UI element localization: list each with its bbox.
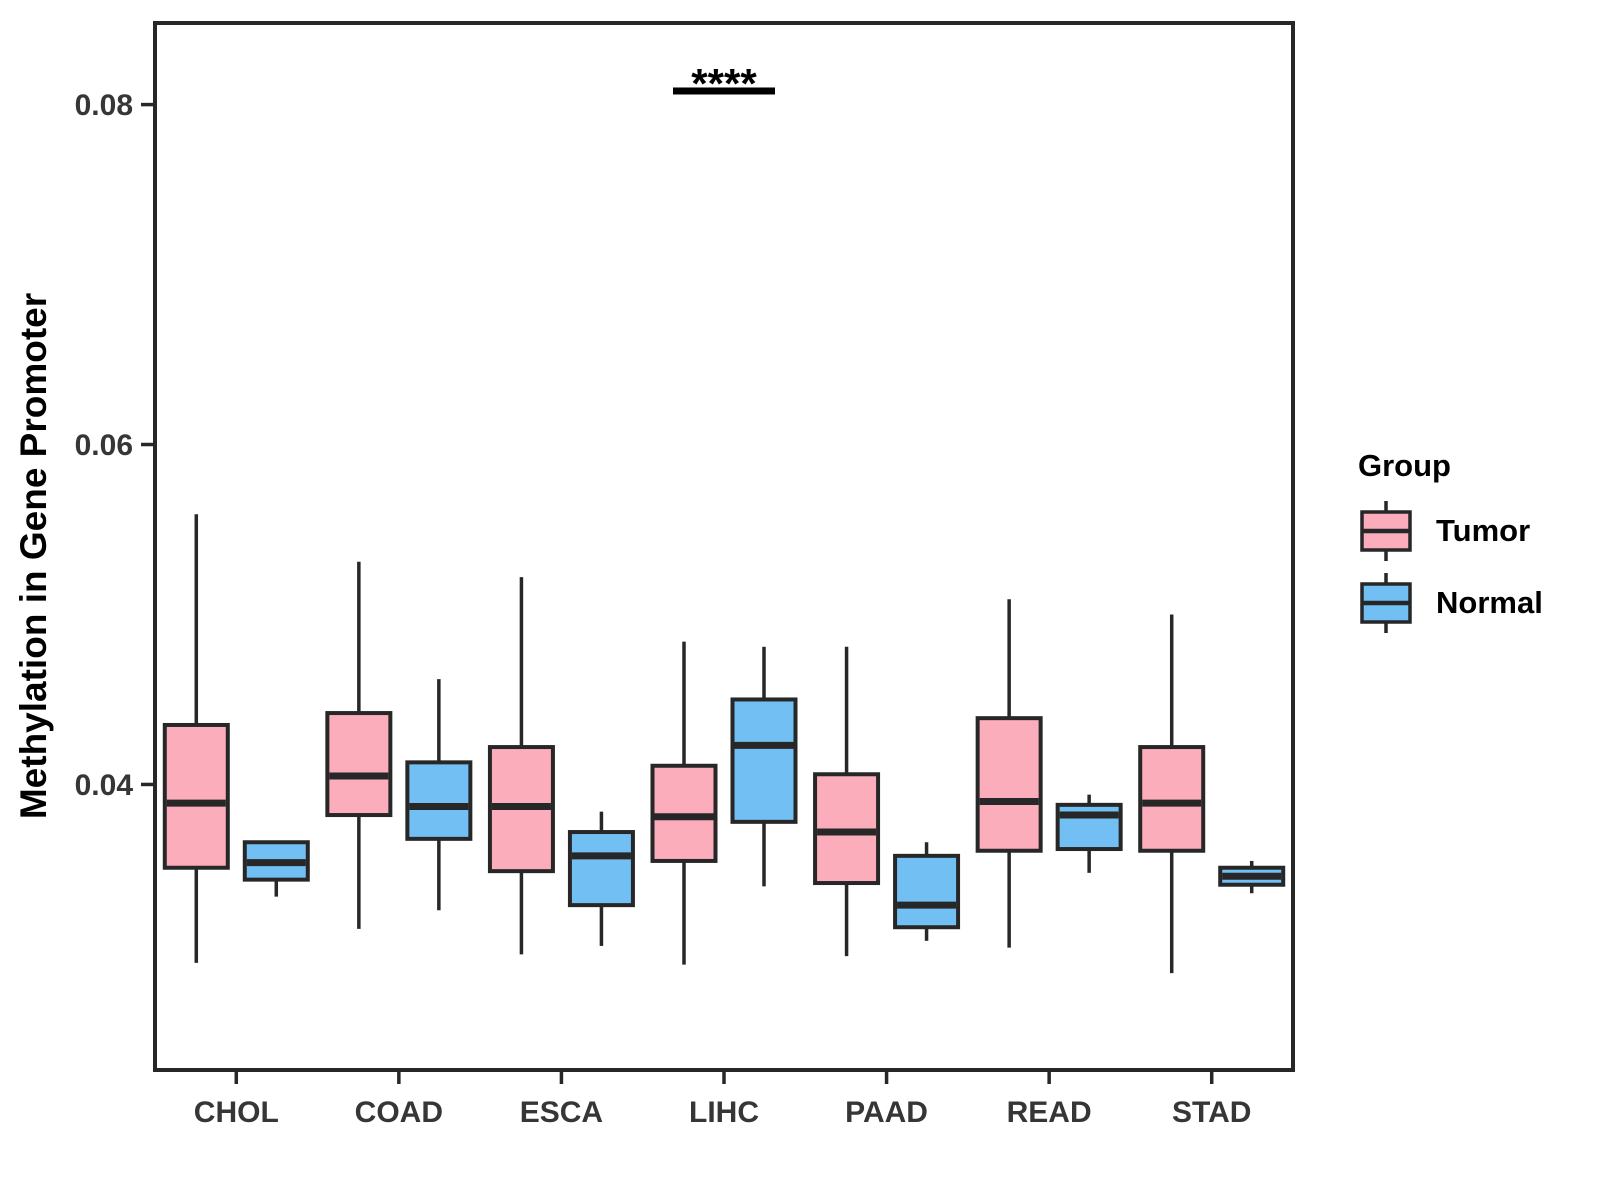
tumor-boxplot-glyph-icon bbox=[1360, 501, 1412, 561]
x-tick-label-STAD: STAD bbox=[1172, 1096, 1251, 1129]
significance-bar bbox=[673, 87, 775, 95]
box-normal-READ bbox=[1055, 802, 1123, 852]
y-tick-label-0.06: 0.06 bbox=[75, 429, 133, 462]
box-tumor-COAD bbox=[325, 711, 393, 818]
box-normal-PAAD bbox=[893, 853, 961, 930]
y-tick-label-0.08: 0.08 bbox=[75, 89, 133, 122]
y-axis-title: Methylation in Gene Promoter bbox=[13, 293, 54, 819]
panel-border bbox=[153, 21, 1295, 1072]
legend-entry-tumor: Tumor bbox=[1358, 500, 1543, 562]
box-normal-LIHC bbox=[730, 697, 798, 824]
legend-entry-normal: Normal bbox=[1358, 572, 1543, 634]
legend-title: Group bbox=[1358, 448, 1451, 483]
x-tick-label-PAAD: PAAD bbox=[845, 1096, 928, 1129]
x-tick-label-CHOL: CHOL bbox=[194, 1096, 279, 1129]
x-tick-label-ESCA: ESCA bbox=[520, 1096, 603, 1129]
x-tick-label-LIHC: LIHC bbox=[689, 1096, 759, 1129]
x-tick-label-COAD: COAD bbox=[355, 1096, 443, 1129]
normal-boxplot-glyph-icon bbox=[1360, 573, 1412, 633]
x-tick-label-READ: READ bbox=[1007, 1096, 1092, 1129]
legend: Group Tumor Normal bbox=[1358, 448, 1543, 644]
legend-label-normal: Normal bbox=[1436, 585, 1543, 620]
significance-label: **** bbox=[691, 60, 757, 107]
y-tick-label-0.04: 0.04 bbox=[75, 769, 134, 802]
legend-label-tumor: Tumor bbox=[1436, 513, 1531, 548]
box-tumor-CHOL bbox=[162, 722, 230, 870]
box-normal-ESCA bbox=[567, 830, 635, 908]
box-tumor-READ bbox=[975, 716, 1043, 853]
box-normal-COAD bbox=[405, 760, 473, 841]
box-tumor-STAD bbox=[1138, 745, 1206, 853]
